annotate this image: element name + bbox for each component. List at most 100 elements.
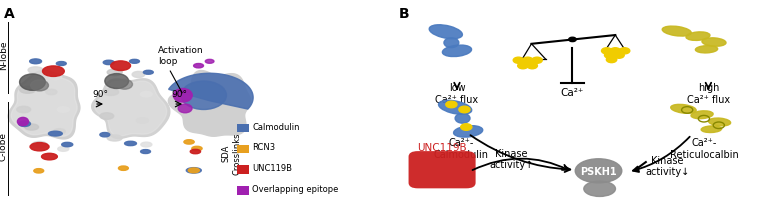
Text: 90°: 90°	[171, 90, 187, 99]
Ellipse shape	[34, 169, 44, 173]
Ellipse shape	[31, 80, 48, 91]
Ellipse shape	[670, 104, 696, 113]
Ellipse shape	[130, 59, 140, 63]
Ellipse shape	[691, 111, 713, 119]
Ellipse shape	[709, 118, 730, 126]
Polygon shape	[12, 73, 77, 136]
Ellipse shape	[442, 45, 472, 57]
Ellipse shape	[454, 126, 483, 137]
Circle shape	[569, 37, 576, 42]
Ellipse shape	[61, 142, 73, 147]
Text: C-lobe: C-lobe	[0, 132, 8, 161]
Circle shape	[522, 57, 533, 63]
Ellipse shape	[28, 67, 43, 73]
Text: 90°: 90°	[92, 90, 108, 99]
Ellipse shape	[103, 88, 118, 95]
Text: low
Ca²⁺ flux: low Ca²⁺ flux	[435, 83, 478, 105]
Text: N-lobe: N-lobe	[0, 40, 8, 69]
Polygon shape	[94, 81, 167, 136]
FancyBboxPatch shape	[237, 165, 249, 174]
Polygon shape	[168, 71, 250, 136]
Circle shape	[445, 101, 457, 108]
Ellipse shape	[137, 118, 148, 123]
Polygon shape	[169, 73, 253, 109]
Ellipse shape	[575, 159, 622, 183]
Ellipse shape	[205, 59, 214, 63]
Ellipse shape	[17, 106, 31, 113]
Text: A: A	[4, 7, 15, 21]
Text: Overlapping epitope: Overlapping epitope	[253, 185, 339, 194]
Ellipse shape	[187, 168, 201, 173]
Ellipse shape	[30, 59, 41, 64]
Ellipse shape	[429, 25, 462, 39]
Ellipse shape	[58, 147, 69, 151]
Ellipse shape	[194, 64, 204, 68]
FancyBboxPatch shape	[237, 124, 249, 132]
Circle shape	[513, 57, 524, 63]
Ellipse shape	[18, 121, 31, 127]
Ellipse shape	[141, 92, 152, 97]
Ellipse shape	[192, 146, 202, 151]
Text: Kinase
activity↑: Kinase activity↑	[490, 149, 534, 170]
Ellipse shape	[455, 113, 470, 123]
Ellipse shape	[662, 26, 691, 36]
Ellipse shape	[141, 142, 152, 147]
Ellipse shape	[100, 113, 114, 119]
Ellipse shape	[184, 140, 194, 144]
Ellipse shape	[46, 89, 57, 95]
Ellipse shape	[181, 81, 227, 110]
Ellipse shape	[58, 107, 69, 112]
Ellipse shape	[702, 38, 726, 46]
Ellipse shape	[42, 66, 65, 76]
Text: Ca²⁺-
Calmodulin: Ca²⁺- Calmodulin	[433, 138, 488, 160]
Ellipse shape	[41, 153, 58, 160]
Text: Calmodulin: Calmodulin	[253, 122, 300, 132]
Text: RCN3: RCN3	[253, 143, 276, 152]
Ellipse shape	[144, 70, 154, 74]
Ellipse shape	[124, 141, 137, 146]
Ellipse shape	[141, 150, 151, 154]
Ellipse shape	[444, 38, 458, 48]
Ellipse shape	[117, 79, 133, 89]
Polygon shape	[91, 79, 170, 138]
FancyBboxPatch shape	[237, 145, 249, 153]
Text: Ca²⁺-
Reticulocalbin: Ca²⁺- Reticulocalbin	[670, 138, 738, 160]
Ellipse shape	[19, 74, 45, 90]
Ellipse shape	[190, 149, 200, 154]
Circle shape	[461, 124, 472, 130]
Text: B: B	[399, 7, 410, 21]
Ellipse shape	[32, 141, 47, 148]
Ellipse shape	[25, 124, 38, 130]
Text: Activation
loop: Activation loop	[158, 46, 204, 93]
Circle shape	[458, 106, 470, 113]
Ellipse shape	[108, 69, 122, 76]
Ellipse shape	[48, 131, 62, 136]
Circle shape	[607, 57, 617, 63]
Circle shape	[532, 57, 542, 63]
Ellipse shape	[108, 135, 122, 141]
Ellipse shape	[439, 100, 472, 114]
Circle shape	[601, 48, 612, 54]
Circle shape	[614, 52, 624, 58]
Text: UNC119B: UNC119B	[253, 164, 293, 173]
Circle shape	[619, 48, 630, 54]
Text: Kinase
activity↓: Kinase activity↓	[645, 156, 690, 177]
Text: high
Ca²⁺ flux: high Ca²⁺ flux	[687, 83, 730, 105]
Ellipse shape	[178, 104, 192, 113]
Ellipse shape	[695, 46, 717, 53]
Circle shape	[604, 52, 615, 58]
Circle shape	[610, 48, 621, 54]
Ellipse shape	[30, 143, 49, 151]
Ellipse shape	[18, 117, 28, 126]
Ellipse shape	[56, 62, 66, 65]
Text: Ca²⁺: Ca²⁺	[561, 88, 584, 98]
Ellipse shape	[701, 126, 722, 132]
Ellipse shape	[49, 74, 61, 80]
Ellipse shape	[132, 71, 144, 78]
Ellipse shape	[100, 132, 110, 137]
Ellipse shape	[188, 168, 200, 173]
Text: UNC119B: UNC119B	[417, 143, 467, 153]
Ellipse shape	[686, 32, 710, 41]
Text: SDA
Crosslinks: SDA Crosslinks	[222, 132, 241, 175]
Ellipse shape	[118, 166, 128, 170]
